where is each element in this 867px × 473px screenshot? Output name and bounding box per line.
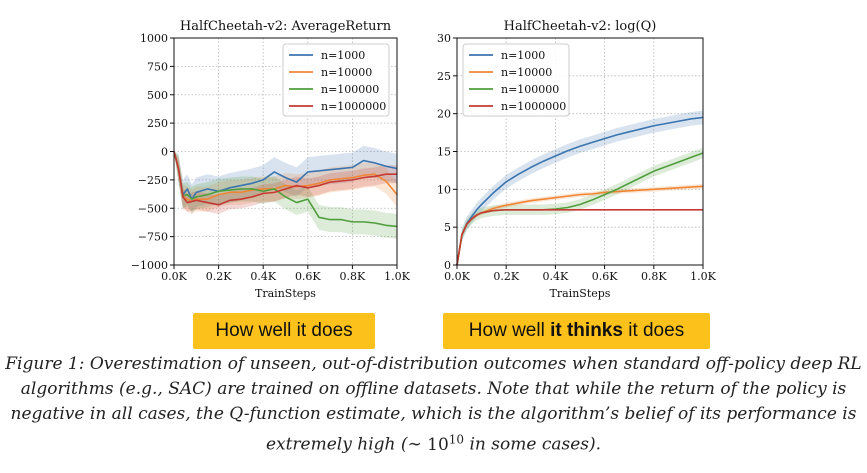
caption-line-1: Figure 1: Overestimation of unseen, out-… <box>5 354 862 374</box>
badge-right-post: it does <box>622 320 685 341</box>
caption-line-2: algorithms (e.g., SAC) are trained on of… <box>20 379 847 399</box>
badge-left: How well it does <box>193 313 375 349</box>
x-tick-label: 0.4K <box>250 270 276 283</box>
chart-1: HalfCheetah-v2: AverageReturn −1000 −750 −5… <box>131 19 411 300</box>
badge-right-bold: it thinks <box>550 320 623 341</box>
x-tick-label: 0.6K <box>592 270 618 283</box>
y-tick-label: −250 <box>138 174 168 187</box>
y-tick-label: 250 <box>147 117 168 130</box>
badge-right: How well it thinks it does <box>443 313 710 349</box>
y-tick-label: 1000 <box>140 32 168 45</box>
y-tick-label: 20 <box>437 108 451 121</box>
x-tick-label: 1.0K <box>690 270 716 283</box>
x-tick-label: 0.2K <box>493 270 519 283</box>
caption-line-4-pre: extremely high (∼ <box>265 434 428 455</box>
x-tick-label: 0.0K <box>161 270 187 283</box>
legend-label: n=1000 <box>501 49 545 62</box>
y-tick-label: 15 <box>437 146 451 159</box>
x-tick-label: 0.0K <box>444 270 470 283</box>
caption-power-base: 10 <box>427 434 449 455</box>
series-line <box>456 208 703 266</box>
chart-title: HalfCheetah-v2: AverageReturn <box>180 19 392 34</box>
legend-label: n=10000 <box>501 66 552 79</box>
y-tick-label: −750 <box>138 231 168 244</box>
x-axis-label: TrainSteps <box>255 287 316 300</box>
figure-caption: Figure 1: Overestimation of unseen, out-… <box>0 352 867 458</box>
series-band <box>174 151 397 214</box>
x-tick-label: 1.0K <box>384 270 410 283</box>
caption-line-3: negative in all cases, the Q-function es… <box>10 404 857 424</box>
badge-left-text: How well it does <box>215 320 353 341</box>
series-band <box>457 209 703 265</box>
badge-right-pre: How well <box>468 320 551 341</box>
y-tick-label: 0 <box>161 146 168 159</box>
chart-2: HalfCheetah-v2: log(Q) 0 5 10 15 20 25 30 0.0K 0.… <box>437 19 717 300</box>
legend-box <box>462 43 570 117</box>
series-line <box>173 151 398 228</box>
series-band <box>174 151 397 239</box>
series-band <box>174 145 397 214</box>
y-tick-label: 500 <box>147 89 168 102</box>
caption-line-4-post: in some cases). <box>464 434 602 455</box>
y-tick-label: 0 <box>444 259 451 272</box>
series-band <box>457 147 703 265</box>
series-line <box>456 116 704 266</box>
series-line <box>173 151 397 206</box>
caption-line-4: extremely high (∼ 1010 in some cases). <box>0 427 867 458</box>
figure-charts: HalfCheetah-v2: AverageReturn −1000 −750 −5… <box>131 19 717 300</box>
x-tick-label: 0.2K <box>206 270 232 283</box>
legend-label: n=100000 <box>501 83 559 96</box>
y-tick-label: 30 <box>437 32 451 45</box>
legend-label: n=1000000 <box>321 100 386 113</box>
y-tick-label: 10 <box>437 183 451 196</box>
x-axis-label: TrainSteps <box>550 287 611 300</box>
y-tick-label: 750 <box>147 60 168 73</box>
y-tick-label: 5 <box>444 221 451 234</box>
x-tick-label: 0.6K <box>295 270 321 283</box>
x-tick-label: 0.8K <box>340 270 366 283</box>
chart-title: HalfCheetah-v2: log(Q) <box>504 19 657 34</box>
legend-label: n=10000 <box>321 66 372 79</box>
y-tick-label: −1000 <box>131 259 168 272</box>
caption-power: 1010 <box>427 432 465 455</box>
series-band <box>174 151 397 214</box>
caption-power-exp: 10 <box>448 432 465 446</box>
legend-box <box>282 43 390 117</box>
x-tick-label: 0.4K <box>543 270 569 283</box>
series-band <box>457 110 703 265</box>
series-band <box>457 184 703 265</box>
y-tick-label: −500 <box>138 202 168 215</box>
legend-label: n=1000000 <box>501 100 566 113</box>
legend-label: n=100000 <box>321 83 379 96</box>
legend-label: n=1000 <box>321 49 365 62</box>
x-tick-label: 0.8K <box>641 270 667 283</box>
y-tick-label: 25 <box>437 70 451 83</box>
